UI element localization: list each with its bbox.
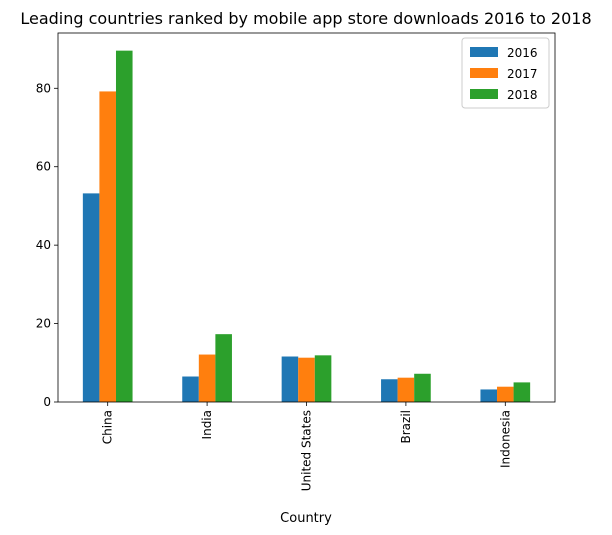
x-tick-label: China <box>101 410 115 444</box>
bar-2018-united-states <box>314 355 332 402</box>
bar-2018-indonesia <box>513 382 531 402</box>
legend: 2016 2017 2018 <box>461 37 550 109</box>
x-tick-label: United States <box>300 410 314 491</box>
chart-title: Leading countries ranked by mobile app s… <box>20 9 591 28</box>
y-tick-label: 20 <box>36 317 51 331</box>
y-tick-label: 60 <box>36 160 51 174</box>
bar-2017-indonesia <box>497 386 514 402</box>
bar-2018-india <box>215 334 232 402</box>
x-tick-label: India <box>200 410 214 439</box>
legend-swatch-2018 <box>470 89 498 99</box>
x-tick-label: Brazil <box>399 410 413 444</box>
legend-label-2018: 2018 <box>507 88 538 102</box>
bar-2017-india <box>198 354 216 402</box>
y-tick-label: 40 <box>36 238 51 252</box>
plot-frame <box>57 32 556 403</box>
bar-2016-china <box>82 193 100 402</box>
bar-2016-indonesia <box>480 389 498 402</box>
bar-2018-china <box>115 50 133 403</box>
bar-2017-china <box>99 91 116 402</box>
bar-2017-brazil <box>397 377 415 402</box>
bar-2018-brazil <box>414 373 431 402</box>
bar-2016-india <box>182 376 199 402</box>
legend-swatch-2017 <box>470 68 498 78</box>
legend-swatch-2016 <box>470 47 498 57</box>
legend-label-2016: 2016 <box>507 46 538 60</box>
bars <box>82 50 531 403</box>
y-axis: 0 20 40 60 80 <box>36 81 58 409</box>
bar-2017-united-states <box>298 357 315 402</box>
bar-2016-brazil <box>381 379 398 402</box>
y-tick-label: 80 <box>36 81 51 95</box>
legend-label-2017: 2017 <box>507 67 538 81</box>
x-axis: China India United States Brazil Indonesia <box>101 402 512 491</box>
bar-2016-united-states <box>281 356 299 402</box>
x-tick-label: Indonesia <box>498 410 512 468</box>
x-axis-label: Country <box>280 511 332 526</box>
y-tick-label: 0 <box>43 395 51 409</box>
